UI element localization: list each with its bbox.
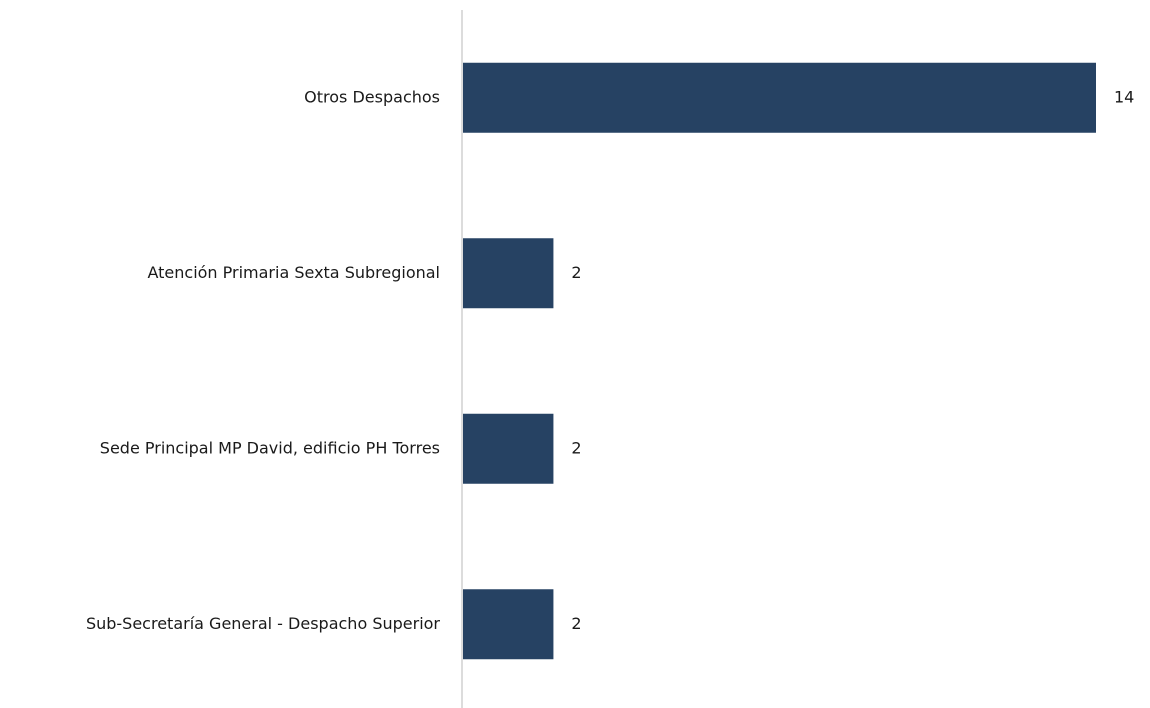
value-label: 2: [571, 614, 581, 633]
bar: [463, 589, 554, 660]
value-label: 2: [571, 438, 581, 457]
bar: [463, 238, 554, 309]
value-label: 2: [571, 263, 581, 282]
bar: [463, 413, 554, 484]
value-label: 14: [1114, 87, 1134, 106]
category-label: Sede Principal MP David, edificio PH Tor…: [100, 438, 440, 457]
category-label: Otros Despachos: [304, 87, 440, 106]
category-label: Atención Primaria Sexta Subregional: [147, 263, 440, 282]
category-label: Sub-Secretaría General - Despacho Superi…: [86, 614, 440, 633]
bar: [463, 62, 1096, 133]
